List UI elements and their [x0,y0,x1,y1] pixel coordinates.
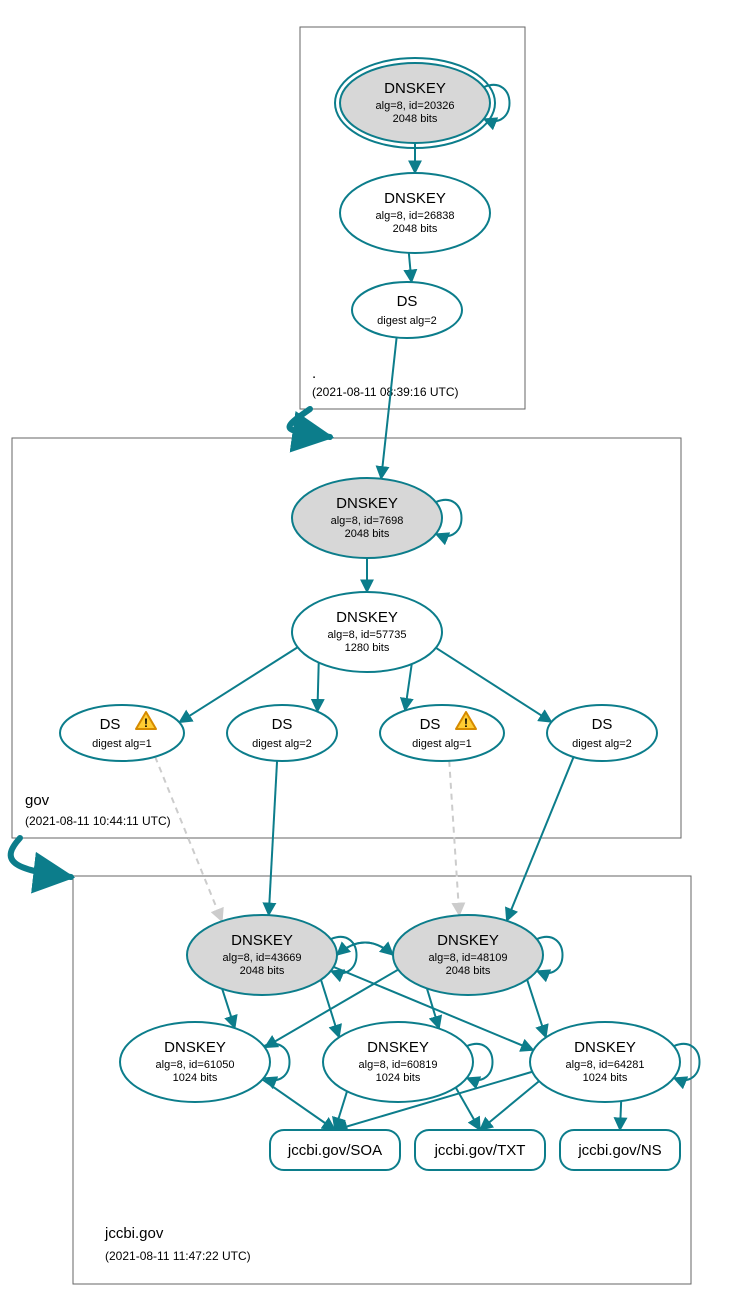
zone-name: jccbi.gov [104,1225,164,1242]
node-line2: digest alg=2 [377,315,437,327]
edge [620,1101,621,1130]
node-gov_ds4: DS digest alg=2 [547,705,657,761]
edge [155,757,222,921]
node-line2: alg=8, id=64281 [566,1059,645,1071]
edge [405,664,412,710]
dnssec-diagram: . (2021-08-11 08:39:16 UTC) gov (2021-08-11… [0,0,745,1299]
rr-label: jccbi.gov/SOA [287,1142,382,1159]
node-title: DNSKEY [574,1039,636,1056]
node-title: DNSKEY [384,190,446,207]
zone-name: . [312,365,316,382]
node-root_zsk: DNSKEY alg=8, id=268382048 bits [340,173,490,253]
node-root_ksk: DNSKEY alg=8, id=203262048 bits [335,58,510,148]
node-title: DNSKEY [437,932,499,949]
node-line2: digest alg=1 [92,738,152,750]
node-line3: 2048 bits [393,223,438,235]
node-line2: alg=8, id=60819 [359,1059,438,1071]
edge [317,663,318,712]
node-gov_ds3: DS digest alg=1! [380,705,504,761]
node-title: DNSKEY [336,609,398,626]
node-line3: 2048 bits [446,965,491,977]
node-gov_ds1: DS digest alg=1! [60,705,184,761]
edge [427,988,439,1028]
node-title: DNSKEY [384,80,446,97]
node-line3: 2048 bits [345,528,390,540]
node-line2: digest alg=2 [252,738,312,750]
node-gov_ds2: DS digest alg=2 [227,705,337,761]
node-line2: alg=8, id=61050 [156,1059,235,1071]
rr-label: jccbi.gov/TXT [434,1142,526,1159]
node-title: DS [397,293,418,310]
svg-text:!: ! [464,716,468,730]
node-j_ksk1: DNSKEY alg=8, id=436692048 bits [187,915,357,995]
edge [527,980,546,1038]
node-title: DS [272,716,293,733]
node-line2: alg=8, id=43669 [223,952,302,964]
edge [337,943,393,956]
node-title: DNSKEY [367,1039,429,1056]
node-line2: alg=8, id=26838 [376,210,455,222]
node-j_zsk1: DNSKEY alg=8, id=610501024 bits [120,1022,290,1102]
edge [222,989,235,1028]
node-title: DS [592,716,613,733]
node-j_ksk2: DNSKEY alg=8, id=481092048 bits [393,915,563,995]
edge [480,1081,539,1130]
zone-delegation-arc [290,409,330,437]
node-title: DNSKEY [231,932,293,949]
node-line3: 2048 bits [393,113,438,125]
zone-timestamp: (2021-08-11 11:47:22 UTC) [105,1249,251,1263]
svg-text:!: ! [144,716,148,730]
node-line2: alg=8, id=57735 [328,629,407,641]
zone-name: gov [25,792,50,809]
node-line2: alg=8, id=7698 [331,515,404,527]
node-line3: 2048 bits [240,965,285,977]
node-line3: 1024 bits [173,1072,218,1084]
node-line2: alg=8, id=48109 [429,952,508,964]
edge [507,757,574,921]
node-line2: digest alg=2 [572,738,632,750]
edge [409,253,412,282]
node-root_ds: DS digest alg=2 [352,282,462,338]
node-title: DNSKEY [336,495,398,512]
rr-label: jccbi.gov/NS [577,1142,661,1159]
node-line3: 1280 bits [345,642,390,654]
edge [381,337,396,478]
zone-timestamp: (2021-08-11 10:44:11 UTC) [25,814,171,828]
node-gov_zsk: DNSKEY alg=8, id=577351280 bits [292,592,442,672]
node-title: DS [100,716,121,733]
node-title: DS [420,716,441,733]
edge [335,1091,347,1130]
node-line2: alg=8, id=20326 [376,100,455,112]
node-line3: 1024 bits [583,1072,628,1084]
node-gov_ksk: DNSKEY alg=8, id=76982048 bits [292,478,462,558]
node-line2: digest alg=1 [412,738,472,750]
node-line3: 1024 bits [376,1072,421,1084]
zone-timestamp: (2021-08-11 08:39:16 UTC) [312,385,459,399]
zone-delegation-arc [11,838,71,877]
node-j_zsk3: DNSKEY alg=8, id=642811024 bits [530,1022,700,1102]
node-title: DNSKEY [164,1039,226,1056]
edge [262,1079,335,1130]
